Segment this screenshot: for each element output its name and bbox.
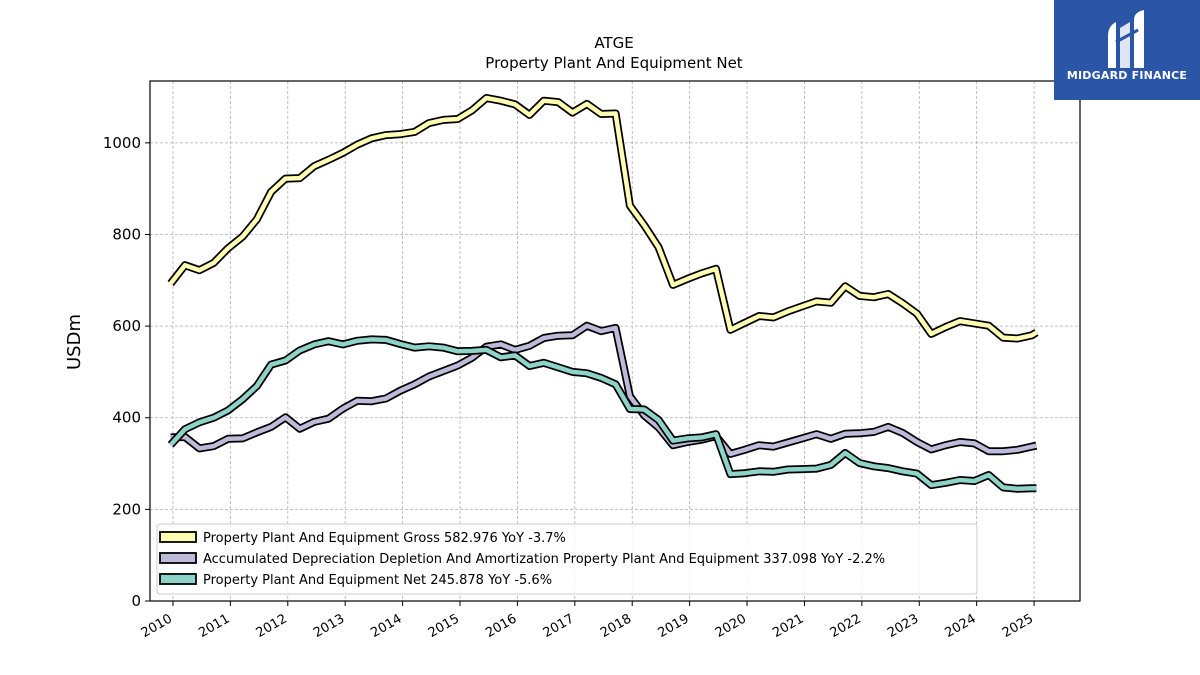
y-tick-label: 1000: [103, 134, 141, 152]
x-tick-label: 2016: [483, 611, 519, 641]
y-axis-label: USDm: [64, 314, 85, 370]
chart-title: ATGE: [594, 34, 633, 52]
legend-label-1: Accumulated Depreciation Depletion And A…: [203, 552, 885, 567]
x-tick-label: 2017: [541, 611, 577, 641]
x-tick-label: 2015: [426, 611, 462, 641]
x-tick-label: 2023: [885, 611, 921, 641]
y-tick-label: 0: [131, 592, 141, 610]
legend-label-0: Property Plant And Equipment Gross 582.9…: [203, 531, 566, 546]
series-outline-0: [167, 94, 1039, 343]
grid: [150, 81, 1080, 602]
brand-name: MIDGARD FINANCE: [1066, 69, 1188, 82]
plot-frame: [149, 80, 1081, 602]
x-tick-label: 2013: [311, 611, 347, 641]
x-tick-label: 2012: [254, 611, 290, 641]
x-tick-label: 2011: [196, 611, 232, 641]
legend-swatch-0: [159, 531, 197, 543]
x-tick-label: 2021: [770, 611, 806, 641]
x-tick-label: 2020: [713, 611, 749, 641]
y-tick-label: 600: [112, 317, 141, 335]
x-tick-label: 2025: [1000, 611, 1036, 641]
series-layer: [167, 94, 1039, 493]
y-tick-label: 200: [112, 500, 141, 518]
series-outline-2: [167, 335, 1037, 493]
y-tick-label: 800: [112, 225, 141, 243]
x-axis: 2010 2011 2012 2013 2014 2015 2016 2017 2018 2019…: [139, 601, 1036, 641]
x-tick-label: 2019: [655, 611, 691, 641]
series-line-1: [170, 323, 1037, 457]
legend-label-2: Property Plant And Equipment Net 245.878…: [203, 573, 552, 588]
x-tick-label: 2022: [828, 611, 864, 641]
midgard-logo-icon: [1108, 10, 1144, 68]
legend-box: [156, 523, 978, 595]
y-tick-label: 400: [112, 409, 141, 427]
series-line-0: [168, 95, 1038, 341]
x-tick-label: 2010: [139, 611, 175, 641]
legend: Property Plant And Equipment Gross 582.9…: [156, 523, 978, 595]
x-tick-label: 2014: [368, 611, 404, 641]
legend-swatch-2: [159, 573, 197, 585]
brand-logo: MIDGARD FINANCE: [1054, 0, 1200, 100]
chart-subtitle: Property Plant And Equipment Net: [485, 54, 742, 72]
x-tick-label: 2024: [943, 611, 979, 641]
x-tick-label: 2018: [598, 611, 634, 641]
y-axis: 0 200 400 600 800 1000: [103, 134, 150, 610]
series-line-2: [169, 337, 1037, 492]
legend-swatch-1: [159, 552, 197, 564]
